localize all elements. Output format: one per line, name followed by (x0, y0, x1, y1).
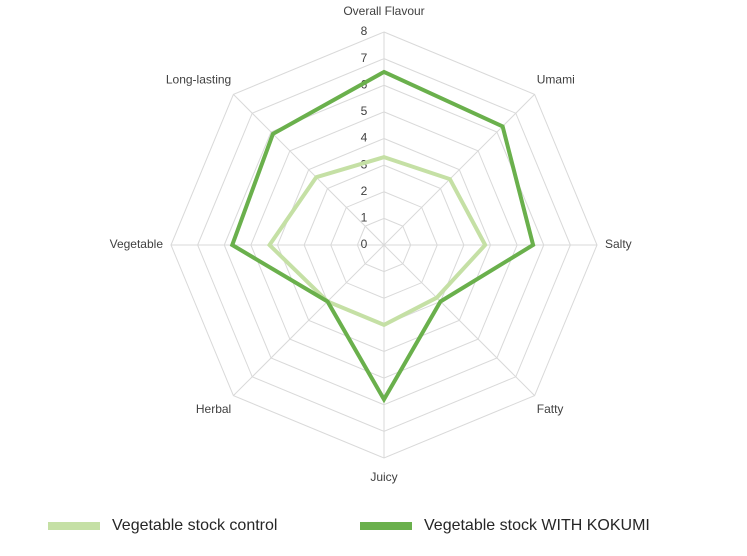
r-tick-label: 2 (361, 184, 368, 198)
legend-text: Vegetable stock WITH KOKUMI (424, 517, 650, 534)
series-line (229, 69, 536, 404)
legend-swatch (360, 522, 412, 530)
axis-label: Vegetable (110, 237, 164, 251)
axis-label: Overall Flavour (343, 4, 424, 18)
r-tick-label: 1 (361, 211, 368, 225)
axis-label: Salty (605, 237, 632, 251)
r-tick-label: 0 (361, 237, 368, 251)
r-tick-label: 5 (361, 104, 368, 118)
legend-text: Vegetable stock control (112, 517, 277, 534)
axis-label: Umami (537, 72, 575, 86)
axis-label: Long-lasting (166, 72, 231, 86)
axis-label: Herbal (196, 402, 231, 416)
axis-label: Juicy (370, 470, 397, 484)
axis-label: Fatty (537, 402, 564, 416)
legend-swatch (48, 522, 100, 530)
spoke (383, 244, 535, 396)
series-line (266, 155, 488, 328)
r-tick-label: 8 (361, 24, 368, 38)
spoke (233, 94, 385, 246)
spoke (233, 244, 385, 396)
r-tick-label: 4 (361, 131, 368, 145)
r-tick-label: 7 (361, 51, 368, 65)
spoke (383, 94, 535, 246)
